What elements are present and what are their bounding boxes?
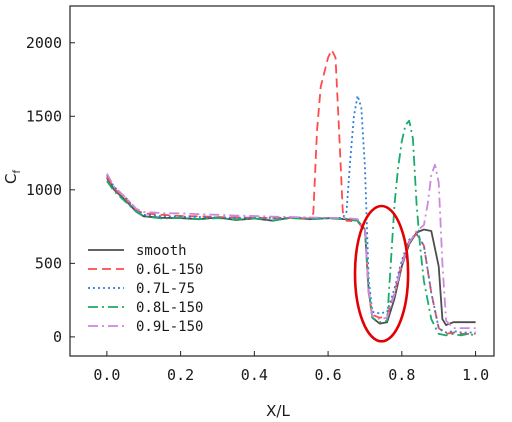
legend-label-2: 0.7L-75 — [136, 281, 195, 297]
x-tick-label: 0.0 — [93, 366, 120, 384]
y-tick-label: 1000 — [26, 181, 62, 199]
series-line-4 — [106, 163, 476, 329]
x-axis-title: X/L — [266, 402, 290, 420]
series-line-1 — [106, 49, 476, 335]
y-tick-label: 0 — [53, 328, 62, 346]
x-tick-label: 0.8 — [388, 366, 415, 384]
highlight-ellipse — [353, 204, 410, 343]
legend: smooth 0.6L-150 0.7L-75 0.8L-150 0.9L-150 — [88, 243, 203, 335]
annotations — [353, 204, 410, 343]
y-axis-title: Cf — [2, 170, 23, 184]
y-tick-label: 2000 — [26, 34, 62, 52]
series-line-3 — [106, 119, 476, 337]
x-tick-label: 1.0 — [462, 366, 489, 384]
x-tick-label: 0.4 — [241, 366, 268, 384]
x-tick-label: 0.2 — [167, 366, 194, 384]
legend-label-1: 0.6L-150 — [136, 262, 203, 278]
y-tick-label: 1500 — [26, 107, 62, 125]
series-lines — [106, 49, 476, 337]
legend-label-0: smooth — [136, 243, 187, 259]
axes: 0.0 0.2 0.4 0.6 0.8 1.0 0 500 1000 1500 2000 X/L Cf — [2, 34, 489, 420]
x-tick-label: 0.6 — [315, 366, 342, 384]
plot-frame — [69, 5, 495, 357]
plot-area — [69, 5, 495, 357]
legend-label-3: 0.8L-150 — [136, 300, 203, 316]
legend-label-4: 0.9L-150 — [136, 319, 203, 335]
y-tick-label: 500 — [35, 254, 62, 272]
